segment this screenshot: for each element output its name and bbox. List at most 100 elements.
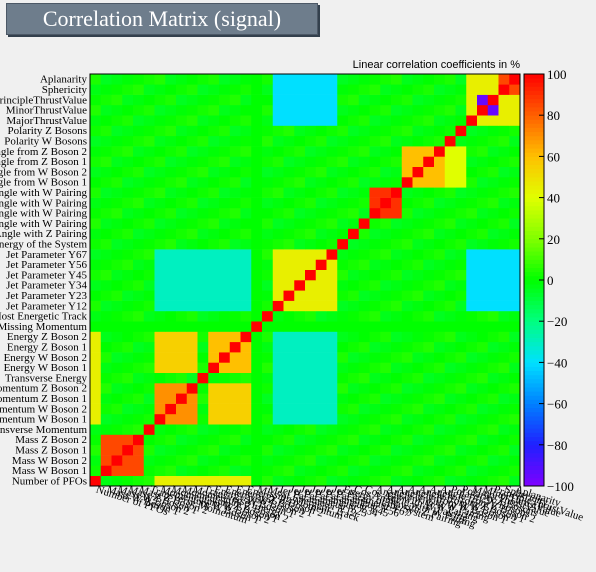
matrix-cell: [111, 424, 123, 435]
matrix-cell: [219, 341, 231, 353]
row-label: Cos Angle with W Pairing: [0, 218, 87, 230]
matrix-cell: [229, 269, 241, 281]
matrix-cell: [455, 280, 467, 291]
matrix-cell: [466, 321, 478, 332]
matrix-cell: [208, 269, 220, 281]
matrix-cell: [251, 84, 263, 95]
matrix-cell: [380, 475, 392, 487]
matrix-cell: [434, 403, 446, 415]
matrix-cell: [487, 125, 499, 137]
matrix-cell: [186, 207, 198, 219]
matrix-cell: [111, 115, 123, 126]
row-label: Angle from W Boson 2: [0, 166, 87, 178]
matrix-cell: [509, 383, 521, 394]
matrix-cell: [423, 413, 435, 425]
matrix-cell: [498, 352, 510, 363]
matrix-cell: [434, 341, 446, 353]
matrix-cell: [90, 424, 102, 435]
matrix-cell: [401, 290, 413, 301]
matrix-cell: [122, 197, 134, 209]
matrix-cell: [111, 207, 123, 219]
matrix-cell: [100, 207, 112, 219]
matrix-cell: [509, 228, 521, 240]
matrix-cell: [176, 269, 188, 281]
matrix-cell: [369, 228, 381, 240]
matrix-cell: [434, 331, 446, 343]
matrix-cell: [358, 352, 370, 363]
matrix-cell: [272, 177, 284, 188]
matrix-cell: [305, 444, 317, 456]
matrix-cell: [305, 207, 317, 219]
matrix-cell: [380, 228, 392, 240]
matrix-cell: [122, 84, 134, 95]
matrix-cell: [133, 269, 145, 281]
matrix-cell: [391, 94, 403, 106]
matrix-cell: [401, 166, 413, 178]
colorbar-segment: [524, 448, 544, 454]
matrix-cell: [391, 413, 403, 425]
matrix-cell: [176, 321, 188, 332]
colorbar-segment: [524, 481, 544, 487]
matrix-cell: [294, 352, 306, 363]
matrix-cell: [337, 94, 349, 106]
matrix-cell: [229, 362, 241, 373]
matrix-cell: [434, 238, 446, 250]
matrix-cell: [326, 166, 338, 178]
matrix-cell: [455, 424, 467, 435]
matrix-cell: [133, 146, 145, 157]
matrix-cell: [305, 166, 317, 178]
matrix-cell: [165, 413, 177, 425]
matrix-cell: [305, 352, 317, 363]
matrix-cell: [434, 413, 446, 425]
matrix-cell: [477, 218, 489, 229]
matrix-cell: [197, 269, 209, 281]
colorbar-segment: [524, 411, 544, 417]
matrix-cell: [412, 269, 424, 281]
matrix-cell: [240, 187, 252, 198]
matrix-cell: [240, 218, 252, 229]
matrix-cell: [444, 341, 456, 353]
matrix-cell: [358, 475, 370, 487]
matrix-cell: [240, 362, 252, 373]
matrix-cell: [423, 372, 435, 384]
colorbar-segment: [524, 300, 544, 306]
matrix-cell: [294, 104, 306, 116]
matrix-cell: [90, 444, 102, 456]
matrix-cell: [444, 249, 456, 260]
matrix-cell: [305, 341, 317, 353]
matrix-cell: [305, 197, 317, 209]
matrix-cell: [122, 238, 134, 250]
matrix-cell: [423, 280, 435, 291]
matrix-cell: [380, 156, 392, 167]
matrix-cell: [358, 125, 370, 137]
matrix-cell: [498, 393, 510, 404]
matrix-cell: [305, 259, 317, 270]
matrix-cell: [251, 372, 263, 384]
matrix-cell: [412, 372, 424, 384]
matrix-cell: [337, 249, 349, 260]
matrix-cell: [186, 74, 198, 85]
matrix-cell: [487, 372, 499, 384]
matrix-cell: [444, 115, 456, 126]
matrix-cell: [477, 393, 489, 404]
matrix-cell: [455, 238, 467, 250]
matrix-cell: [197, 341, 209, 353]
matrix-cell: [186, 424, 198, 435]
matrix-cell: [509, 218, 521, 229]
matrix-cell: [133, 187, 145, 198]
matrix-cell: [444, 424, 456, 435]
matrix-cell: [315, 218, 327, 229]
matrix-cell: [262, 238, 274, 250]
matrix-cell: [197, 74, 209, 85]
matrix-cell: [111, 300, 123, 312]
matrix-cell: [229, 115, 241, 126]
matrix-cell: [444, 372, 456, 384]
matrix-cell: [337, 280, 349, 291]
matrix-cell: [197, 393, 209, 404]
matrix-cell: [401, 352, 413, 363]
matrix-cell: [391, 290, 403, 301]
matrix-cell: [358, 84, 370, 95]
matrix-cell: [509, 444, 521, 456]
matrix-cell: [186, 146, 198, 157]
